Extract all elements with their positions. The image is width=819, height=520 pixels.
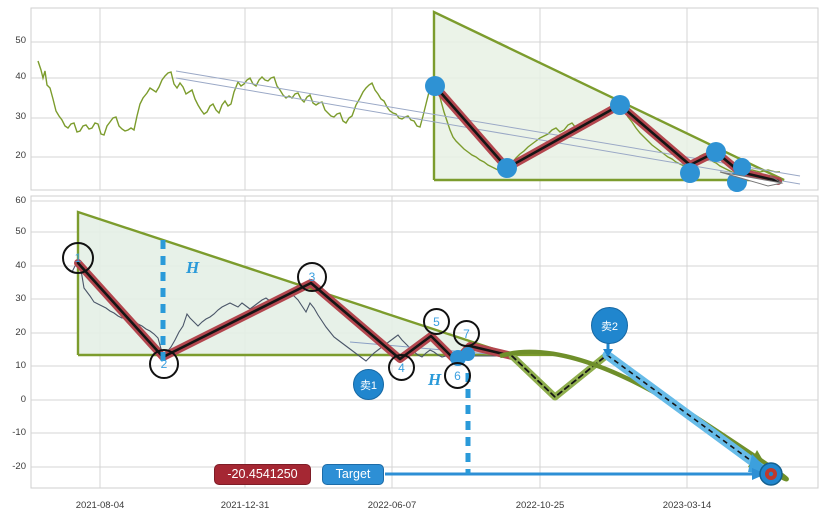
pivot-marker-4[interactable]: 4: [388, 354, 415, 381]
upper-pivot-dot: [610, 95, 630, 115]
pivot-marker-7[interactable]: 7: [453, 320, 480, 347]
lower-ytick-30: 30: [15, 293, 26, 304]
xtick-2023-03-14: 2023-03-14: [662, 500, 712, 511]
upper-breakout-arrow: [719, 171, 784, 187]
upper-triangle-outline: [432, 10, 785, 182]
lower-triangle-outline: [76, 210, 513, 357]
lower-pivot-dot: [461, 347, 475, 361]
h-label-first: H: [186, 258, 200, 277]
lower-ytick-minus20: -20: [12, 461, 26, 472]
pivot-marker-3[interactable]: 3: [297, 262, 327, 292]
upper-ytick-20: 20: [15, 150, 26, 161]
target-level-arrowhead: [752, 468, 766, 480]
upper-pivot-dot: [733, 158, 751, 176]
lower-ytick-40: 40: [15, 260, 26, 271]
pivot-marker-6[interactable]: 6: [444, 362, 471, 389]
sell2-pointer: [603, 349, 613, 357]
upper-chart-svg: [30, 7, 819, 192]
xtick-2022-10-25: 2022-10-25: [515, 500, 565, 511]
lower-ytick-10: 10: [15, 360, 26, 371]
pivot-marker-1[interactable]: 1: [62, 242, 94, 274]
xtick-2021-12-31: 2021-12-31: [220, 500, 270, 511]
sell-badge-2[interactable]: 卖2: [591, 307, 628, 344]
target-value-badge[interactable]: -20.4541250: [214, 464, 311, 485]
sell-badge-1[interactable]: 卖1: [353, 369, 384, 400]
pivot-marker-2[interactable]: 2: [149, 349, 179, 379]
lower-ytick-0: 0: [20, 394, 26, 405]
pivot-marker-5[interactable]: 5: [423, 308, 450, 335]
target-label-badge[interactable]: Target: [322, 464, 384, 485]
upper-pivot-dots: [425, 76, 751, 192]
lower-ytick-60: 60: [15, 195, 26, 206]
upper-pivot-dot: [680, 163, 700, 183]
xtick-2021-08-04: 2021-08-04: [75, 500, 125, 511]
upper-pivot-dot: [706, 142, 726, 162]
upper-ytick-30: 30: [15, 111, 26, 122]
h-label-second: H: [428, 370, 442, 389]
target-dot-center: [768, 471, 774, 477]
upper-ytick-50: 50: [15, 35, 26, 46]
xtick-2022-06-07: 2022-06-07: [367, 500, 417, 511]
upper-ytick-40: 40: [15, 71, 26, 82]
upper-pivot-dot: [497, 158, 517, 178]
lower-target-arrow-dashes: [606, 354, 766, 472]
lower-ytick-50: 50: [15, 226, 26, 237]
lower-ytick-20: 20: [15, 327, 26, 338]
upper-price-line: [37, 60, 780, 175]
lower-ytick-minus10: -10: [12, 427, 26, 438]
upper-pivot-dot: [425, 76, 445, 96]
lower-projection-dashes: [511, 354, 608, 398]
